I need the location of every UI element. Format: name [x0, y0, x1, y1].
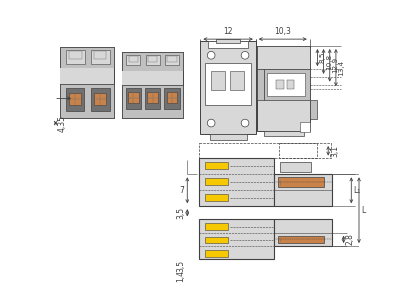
- Bar: [205, 194, 228, 201]
- Bar: [257, 69, 264, 100]
- Text: 3,5: 3,5: [176, 207, 185, 219]
- Bar: [205, 178, 228, 185]
- Bar: [205, 236, 228, 243]
- Bar: [280, 162, 311, 172]
- Bar: [122, 52, 184, 118]
- Bar: [267, 73, 305, 96]
- Bar: [129, 56, 138, 62]
- Circle shape: [207, 51, 215, 59]
- Bar: [167, 56, 176, 62]
- Bar: [165, 54, 179, 65]
- Bar: [126, 54, 140, 65]
- Bar: [60, 69, 114, 84]
- Text: 8,5: 8,5: [320, 52, 326, 64]
- Bar: [205, 250, 228, 257]
- Bar: [310, 100, 318, 119]
- Bar: [211, 71, 225, 90]
- Bar: [66, 50, 85, 64]
- Text: 2,8: 2,8: [346, 233, 355, 245]
- Bar: [147, 92, 158, 103]
- Bar: [205, 223, 228, 230]
- Circle shape: [207, 119, 215, 127]
- Bar: [70, 51, 82, 59]
- Bar: [230, 71, 244, 90]
- Bar: [126, 88, 141, 109]
- Bar: [60, 84, 114, 118]
- Bar: [208, 41, 248, 48]
- Bar: [274, 174, 332, 206]
- Text: 10,3: 10,3: [274, 27, 291, 36]
- Text: L: L: [361, 206, 366, 215]
- Bar: [205, 63, 251, 105]
- Bar: [122, 71, 184, 85]
- Text: 13,4: 13,4: [338, 60, 344, 76]
- Bar: [60, 47, 114, 118]
- Bar: [264, 69, 310, 100]
- Bar: [276, 80, 284, 89]
- Text: 3,1: 3,1: [330, 145, 340, 157]
- Text: L₁: L₁: [354, 186, 361, 195]
- Text: 10,8: 10,8: [326, 54, 332, 69]
- Text: 12,9: 12,9: [332, 57, 338, 74]
- Bar: [287, 80, 294, 89]
- Bar: [146, 54, 160, 65]
- Bar: [199, 143, 317, 158]
- Bar: [94, 51, 106, 59]
- Bar: [148, 56, 157, 62]
- Bar: [122, 85, 184, 118]
- Bar: [128, 92, 139, 103]
- Bar: [122, 52, 184, 71]
- Bar: [91, 88, 110, 111]
- Bar: [200, 41, 256, 134]
- Bar: [145, 88, 160, 109]
- Bar: [69, 93, 81, 105]
- Bar: [210, 134, 246, 140]
- Text: 3,5: 3,5: [176, 260, 185, 272]
- Bar: [257, 46, 310, 69]
- Text: 12: 12: [223, 27, 233, 36]
- Bar: [278, 236, 324, 243]
- Bar: [60, 47, 114, 69]
- Bar: [300, 121, 310, 132]
- Bar: [166, 92, 177, 103]
- Bar: [278, 178, 324, 187]
- Bar: [264, 131, 304, 136]
- Bar: [94, 93, 106, 105]
- Circle shape: [241, 51, 249, 59]
- Bar: [199, 158, 274, 206]
- Bar: [279, 143, 331, 158]
- Text: 7: 7: [179, 186, 184, 195]
- Bar: [257, 46, 310, 131]
- Bar: [216, 39, 240, 43]
- Bar: [199, 219, 274, 259]
- Bar: [205, 162, 228, 169]
- Text: 4,35: 4,35: [58, 115, 67, 131]
- Bar: [164, 88, 180, 109]
- Bar: [274, 219, 332, 246]
- Circle shape: [241, 119, 249, 127]
- Bar: [66, 88, 84, 111]
- Text: 1,4: 1,4: [176, 270, 185, 282]
- Bar: [91, 50, 110, 64]
